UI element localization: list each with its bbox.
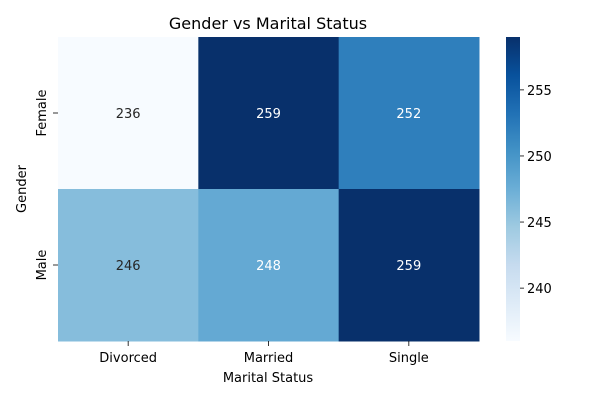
y-axis: Female Male — [35, 89, 58, 280]
chart-title: Gender vs Marital Status — [169, 14, 367, 33]
heatmap-cell-female-single — [338, 37, 480, 190]
y-tick-label-female: Female — [35, 89, 50, 136]
heatmap-cell-female-married — [198, 37, 340, 190]
cell-value-label-male-single: 259 — [396, 259, 421, 274]
cell-value-label-female-divorced: 236 — [116, 107, 141, 122]
cell-value-label-female-married: 259 — [256, 107, 281, 122]
heatmap-cell-male-single — [338, 189, 480, 342]
x-tick-label-married: Married — [244, 351, 294, 366]
cell-value-label-male-married: 248 — [256, 259, 281, 274]
colorbar-tick-label-240: 240 — [527, 282, 552, 297]
heatmap-cell-female-divorced — [58, 37, 199, 190]
x-tick-label-divorced: Divorced — [99, 351, 157, 366]
heatmap-annotations: 236 259 252 246 248 259 — [116, 107, 421, 274]
colorbar-tick-label-255: 255 — [527, 84, 552, 99]
x-axis-label: Marital Status — [223, 371, 314, 386]
colorbar — [506, 37, 520, 341]
heatmap-cell-male-married — [198, 189, 340, 342]
colorbar-gradient — [506, 37, 520, 341]
heatmap-cells — [58, 37, 480, 342]
cell-value-label-male-divorced: 246 — [116, 259, 141, 274]
heatmap-cell-male-divorced — [58, 189, 199, 342]
y-tick-label-male: Male — [35, 250, 50, 281]
cell-value-label-female-single: 252 — [396, 107, 421, 122]
colorbar-ticks: 240 245 250 255 — [520, 84, 552, 297]
colorbar-tick-label-245: 245 — [527, 216, 552, 231]
colorbar-tick-label-250: 250 — [527, 150, 552, 165]
x-axis: Divorced Married Single — [99, 341, 429, 366]
y-axis-label: Gender — [15, 164, 30, 213]
x-tick-label-single: Single — [389, 351, 429, 366]
